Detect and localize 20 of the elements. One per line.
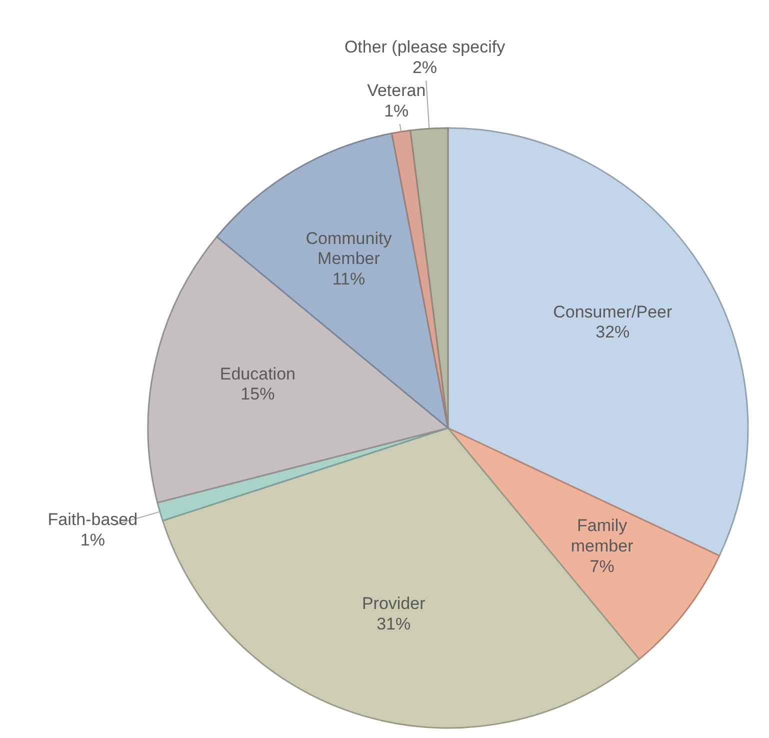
- slice-label: Community Member: [306, 229, 392, 269]
- slice-label: Education: [220, 364, 296, 384]
- slice-label: Provider: [362, 594, 426, 614]
- pie-slice: [410, 127, 449, 429]
- data-label: 2%: [412, 58, 438, 78]
- pie-slice: [216, 132, 449, 429]
- data-label: 15%: [240, 385, 275, 404]
- data-label: 1%: [80, 530, 105, 550]
- slice-label: Other (please specify: [344, 38, 506, 58]
- pie-slice: [447, 127, 748, 556]
- data-label: 31%: [376, 614, 411, 634]
- slice-label: Faith-based: [48, 510, 138, 530]
- data-label: 11%: [332, 270, 366, 290]
- data-label: 1%: [384, 102, 409, 121]
- data-label: 7%: [590, 557, 614, 576]
- data-label: 32%: [596, 323, 630, 342]
- slice-label: Veteran: [367, 81, 426, 100]
- pie-slice: [447, 427, 720, 660]
- slice-label: Family member: [570, 516, 634, 556]
- slice-label: Consumer/Peer: [553, 302, 672, 322]
